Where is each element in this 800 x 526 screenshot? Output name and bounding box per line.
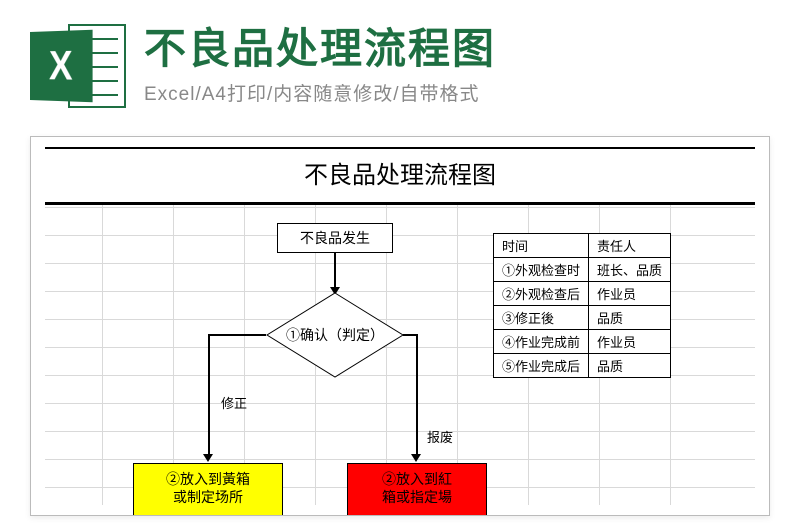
flow-arrowhead (203, 454, 213, 462)
flow-node-red-line1: ②放入到紅 (382, 472, 452, 490)
table-header-person: 责任人 (589, 234, 671, 258)
table-row: ③修正後 品质 (494, 306, 671, 330)
excel-icon: X (30, 18, 126, 114)
flow-connector (208, 334, 210, 456)
flow-node-red-line2: 箱或指定場 (382, 490, 452, 508)
flowchart-canvas: 不良品发生 ①确认（判定） 修正 报废 ②放入到黃箱 (45, 205, 755, 516)
table-cell: 作业员 (589, 282, 671, 306)
table-cell: ④作业完成前 (494, 330, 589, 354)
table-row: ④作业完成前 作业员 (494, 330, 671, 354)
table-header-time: 时间 (494, 234, 589, 258)
table-cell: 品质 (589, 354, 671, 378)
flow-node-yellow-bin: ②放入到黃箱 或制定场所 (133, 463, 283, 516)
flow-node-decision: ①确认（判定） (265, 291, 405, 379)
table-cell: ⑤作业完成后 (494, 354, 589, 378)
flow-node-start-label: 不良品发生 (300, 228, 370, 248)
flow-arrowhead (411, 454, 421, 462)
flow-node-yellow-line2: 或制定场所 (173, 490, 243, 508)
table-cell: ①外观检查时 (494, 258, 589, 282)
table-cell: 品质 (589, 306, 671, 330)
flow-connector (208, 334, 266, 336)
flow-edge-label-right: 报废 (427, 427, 453, 446)
excel-sheet-preview: 不良品处理流程图 不良品发生 ①确认（判定） 修正 (30, 136, 770, 516)
flow-node-decision-label: ①确认（判定） (286, 325, 384, 345)
title-block: 不良品处理流程图 Excel/A4打印/内容随意修改/自带格式 (144, 26, 770, 105)
responsibility-table: 时间 责任人 ①外观检查时 班长、品质 ②外观检查后 作业员 ③修正後 品质 ④… (493, 233, 671, 378)
excel-x-letter: X (49, 42, 73, 89)
sheet-title: 不良品处理流程图 (45, 149, 755, 203)
table-row: ②外观检查后 作业员 (494, 282, 671, 306)
template-header: X 不良品处理流程图 Excel/A4打印/内容随意修改/自带格式 (0, 0, 800, 124)
flow-connector (416, 379, 418, 457)
table-cell: ③修正後 (494, 306, 589, 330)
flow-node-start: 不良品发生 (277, 223, 393, 253)
subtitle: Excel/A4打印/内容随意修改/自带格式 (144, 79, 770, 106)
table-row-header: 时间 责任人 (494, 234, 671, 258)
flow-connector (416, 334, 418, 380)
table-cell: 作业员 (589, 330, 671, 354)
flow-arrow (334, 253, 336, 289)
main-title: 不良品处理流程图 (144, 26, 770, 72)
table-row: ①外观检查时 班长、品质 (494, 258, 671, 282)
flow-edge-label-left: 修正 (221, 393, 247, 412)
table-cell: 班长、品质 (589, 258, 671, 282)
flow-node-yellow-line1: ②放入到黃箱 (166, 472, 250, 490)
table-row: ⑤作业完成后 品质 (494, 354, 671, 378)
flow-node-red-bin: ②放入到紅 箱或指定場 (347, 463, 487, 516)
table-cell: ②外观检查后 (494, 282, 589, 306)
